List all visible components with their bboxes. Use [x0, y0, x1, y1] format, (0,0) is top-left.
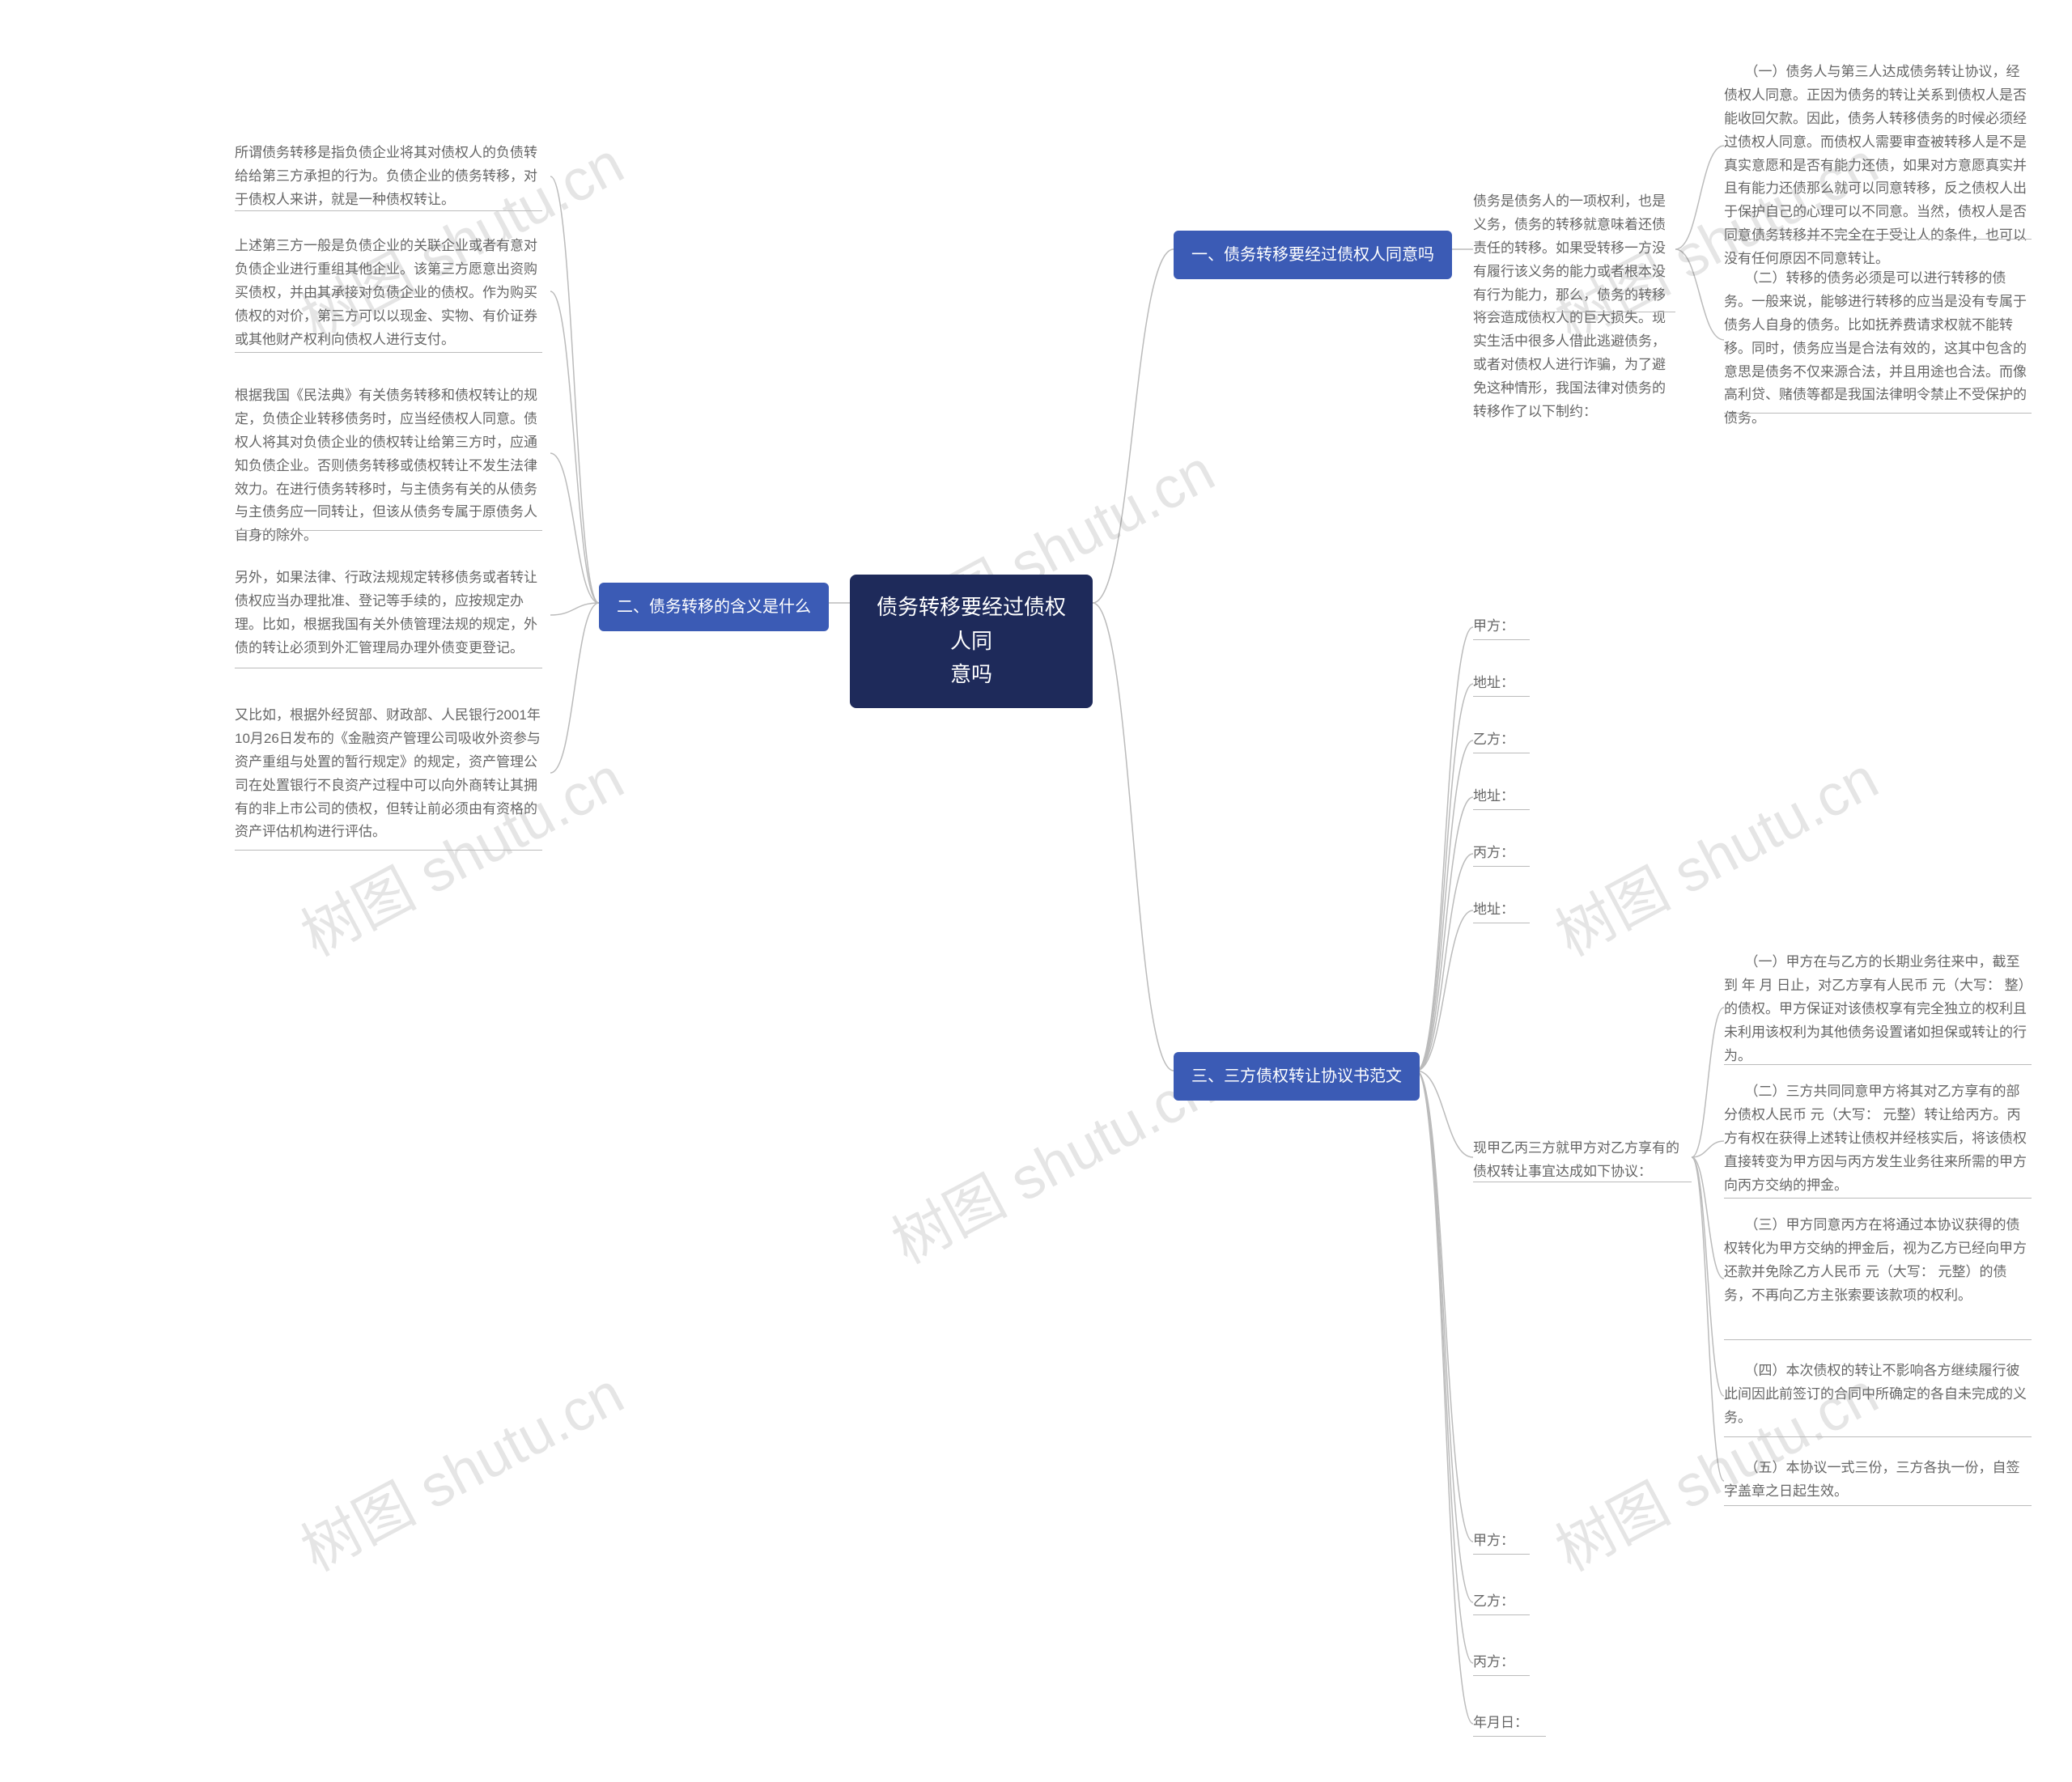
branch-three-party-b: 乙方：: [1473, 728, 1514, 752]
branch-three-sub-1: （一）甲方在与乙方的长期业务往来中，截至到 年 月 日止，对乙方享有人民币 元（…: [1724, 951, 2032, 1067]
branch-one[interactable]: 一、债务转移要经过债权人同意吗: [1174, 231, 1452, 279]
branch-two-item-5: 又比如，根据外经贸部、财政部、人民银行2001年10月26日发布的《金融资产管理…: [235, 704, 542, 844]
underline: [1724, 1505, 2032, 1506]
branch-three-party-a: 甲方：: [1473, 615, 1514, 639]
branch-three-sub-5: （五）本协议一式三份，三方各执一份，自签字盖章之日起生效。: [1724, 1457, 2032, 1504]
underline: [1473, 1614, 1530, 1615]
branch-two-item-2: 上述第三方一般是负债企业的关联企业或者有意对负债企业进行重组其他企业。该第三方愿…: [235, 235, 542, 351]
branch-three-addr-a: 地址：: [1473, 672, 1514, 695]
underline: [235, 530, 542, 531]
underline: [235, 850, 542, 851]
underline: [1724, 1436, 2032, 1437]
branch-three-sub-4: （四）本次债权的转让不影响各方继续履行彼此间因此前签订的合同中所确定的各自未完成…: [1724, 1360, 2032, 1430]
underline: [1473, 1675, 1530, 1676]
branch-three-desc: 现甲乙丙三方就甲方对乙方享有的债权转让事宜达成如下协议：: [1473, 1137, 1692, 1184]
branch-two-item-3: 根据我国《民法典》有关债务转移和债权转让的规定，负债企业转移债务时，应当经债权人…: [235, 384, 542, 548]
underline: [1724, 1064, 2032, 1065]
underline: [1724, 413, 2032, 414]
underline: [235, 210, 542, 211]
branch-two[interactable]: 二、债务转移的含义是什么: [599, 583, 829, 631]
underline: [1724, 1198, 2032, 1199]
underline: [1724, 1339, 2032, 1340]
underline: [1724, 239, 2032, 240]
center-node[interactable]: 债务转移要经过债权人同 意吗: [850, 575, 1093, 708]
branch-three[interactable]: 三、三方债权转让协议书范文: [1174, 1052, 1420, 1101]
branch-three-party-c: 丙方：: [1473, 842, 1514, 865]
branch-three-tail-c: 丙方：: [1473, 1651, 1514, 1674]
branch-three-addr-b: 地址：: [1473, 785, 1514, 808]
underline: [1473, 696, 1530, 697]
branch-one-sub-2: （二）转移的债务必须是可以进行转移的债务。一般来说，能够进行转移的应当是没有专属…: [1724, 267, 2032, 431]
underline: [1473, 1554, 1530, 1555]
branch-three-sub-2: （二）三方共同同意甲方将其对乙方享有的部分债权人民币 元（大写： 元整）转让给丙…: [1724, 1080, 2032, 1197]
branch-two-item-1: 所谓债务转移是指负债企业将其对债权人的负债转给给第三方承担的行为。负债企业的债务…: [235, 142, 542, 212]
watermark: 树图 shutu.cn: [284, 1347, 635, 1587]
underline: [235, 352, 542, 353]
branch-one-sub-1: （一）债务人与第三人达成债务转让协议，经债权人同意。正因为债务的转让关系到债权人…: [1724, 61, 2032, 271]
underline: [1473, 1736, 1546, 1737]
underline: [1473, 639, 1530, 640]
underline: [1473, 809, 1530, 810]
watermark: 树图 shutu.cn: [1539, 732, 1890, 972]
branch-three-addr-c: 地址：: [1473, 898, 1514, 922]
underline: [1473, 866, 1530, 867]
branch-one-desc: 债务是债务人的一项权利，也是义务，债务的转移就意味着还债责任的转移。如果受转移一…: [1473, 190, 1675, 424]
branch-three-tail-date: 年月日：: [1473, 1712, 1528, 1735]
branch-two-item-4: 另外，如果法律、行政法规规定转移债务或者转让债权应当办理批准、登记等手续的，应按…: [235, 566, 542, 660]
branch-three-tail-a: 甲方：: [1473, 1530, 1514, 1553]
branch-three-sub-3: （三）甲方同意丙方在将通过本协议获得的债权转化为甲方交纳的押金后，视为乙方已经向…: [1724, 1214, 2032, 1308]
branch-three-tail-b: 乙方：: [1473, 1590, 1514, 1614]
